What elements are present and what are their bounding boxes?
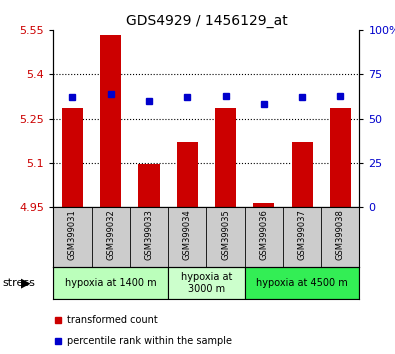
Text: GSM399032: GSM399032 [106, 209, 115, 259]
Text: GSM399038: GSM399038 [336, 209, 345, 260]
Text: stress: stress [2, 278, 35, 288]
Bar [292, 142, 312, 207]
Text: GSM399035: GSM399035 [221, 209, 230, 259]
Title: GDS4929 / 1456129_at: GDS4929 / 1456129_at [126, 14, 287, 28]
Bar [100, 34, 121, 207]
Bar [177, 142, 198, 207]
Bar [139, 164, 160, 207]
Text: hypoxia at
3000 m: hypoxia at 3000 m [181, 272, 232, 294]
Text: GSM399031: GSM399031 [68, 209, 77, 259]
Text: transformed count: transformed count [67, 315, 158, 325]
Bar [330, 108, 351, 207]
Text: GSM399034: GSM399034 [183, 209, 192, 259]
Bar [53, 267, 168, 299]
Bar [215, 108, 236, 207]
Text: hypoxia at 4500 m: hypoxia at 4500 m [256, 278, 348, 288]
Bar [62, 108, 83, 207]
Bar [245, 267, 359, 299]
Bar [253, 202, 274, 207]
Text: percentile rank within the sample: percentile rank within the sample [67, 336, 232, 346]
Text: GSM399037: GSM399037 [297, 209, 307, 260]
Text: GSM399036: GSM399036 [259, 209, 268, 260]
Bar [168, 267, 245, 299]
Text: ▶: ▶ [21, 277, 30, 290]
Text: GSM399033: GSM399033 [145, 209, 154, 260]
Text: hypoxia at 1400 m: hypoxia at 1400 m [65, 278, 156, 288]
